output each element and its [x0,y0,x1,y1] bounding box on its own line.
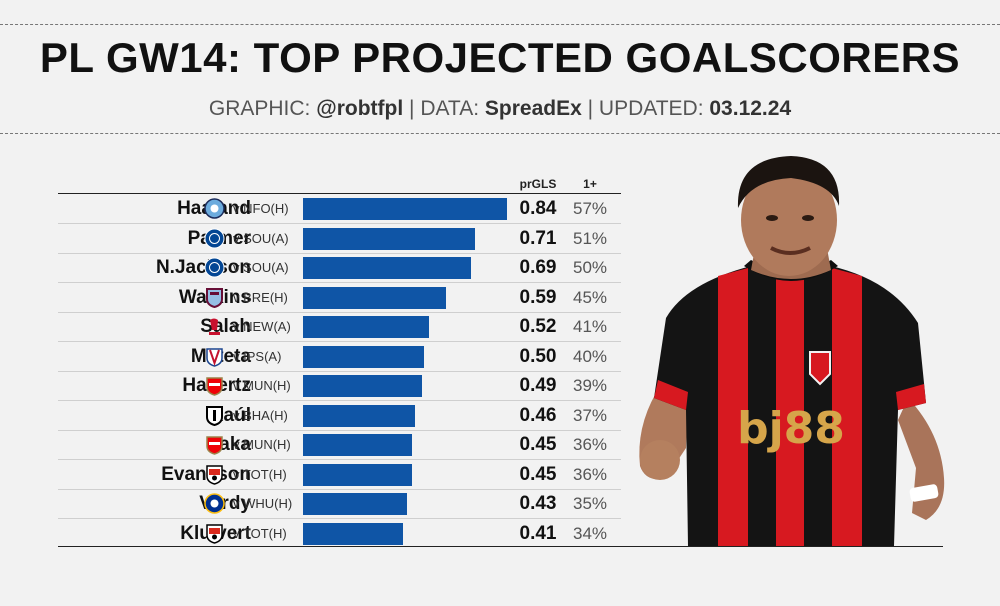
data-label: DATA: [420,97,480,120]
svg-text:bj88: bj88 [737,403,845,454]
one-plus-percent: 50% [572,258,608,277]
prgls-value: 0.45 [519,434,557,455]
graphic-credit: @robtfpl [316,97,404,120]
prgls-value: 0.71 [519,227,557,249]
player-name: N.Jackson [155,257,251,278]
prgls-value: 0.43 [519,493,557,514]
fixture-label: v MUN(H) [233,437,291,452]
table-top-rule [58,193,621,194]
fixture-label: v IPS(A) [233,348,282,364]
one-plus-percent: 36% [572,435,608,454]
one-plus-percent: 57% [572,199,608,218]
liverpool-badge-icon [209,318,220,335]
bar [303,286,447,309]
one-plus-percent: 40% [572,346,608,366]
header-divider [0,133,1000,134]
bar [303,463,413,486]
one-plus-percent: 35% [572,494,608,513]
column-header-one-plus: 1+ [583,177,597,191]
fixture-label: v BHA(H) [233,407,288,423]
table-bottom-rule [58,546,943,547]
fulham-badge-icon [206,405,223,426]
fixture-label: v NEW(A) [233,319,291,334]
fixture-label: v TOT(H) [233,466,287,482]
fixture-label: v TOT(H) [233,525,287,541]
bar [303,316,430,338]
subtitle: GRAPHIC: @robtfpl | DATA: SpreadEx | UPD… [208,97,792,120]
data-source: SpreadEx [484,97,582,120]
one-plus-percent: 34% [572,523,608,543]
table-row: Vardy v WHU(H) 0.43 35% [58,489,621,520]
one-plus-percent: 36% [572,464,608,484]
bar [303,404,415,427]
player-name: Evanilson [161,463,251,485]
leicester-badge-icon [204,493,225,514]
fixture-label: v BRE(H) [233,289,288,305]
fixture-label: v SOU(A) [233,230,289,246]
prgls-value: 0.46 [519,404,557,426]
one-plus-percent: 39% [572,376,608,395]
one-plus-percent: 45% [572,287,608,307]
bar [303,257,471,279]
column-header-prgls: prGLS [519,177,557,191]
table-row: Evanilson v TOT(H) 0.45 36% [58,460,621,490]
chelsea-badge-icon [204,228,225,248]
arsenal-badge-icon [206,377,223,396]
bar [303,345,425,368]
prgls-value: 0.59 [519,286,557,308]
aston-villa-badge-icon [206,287,223,308]
bar [303,198,507,220]
prgls-value: 0.45 [519,463,557,485]
arsenal-badge-icon [206,436,223,455]
prgls-value: 0.50 [519,345,557,367]
updated-date: 03.12.24 [709,97,792,120]
table-row: Salah v NEW(A) 0.52 41% [58,312,621,343]
updated-label: UPDATED: [598,97,704,120]
chelsea-badge-icon [204,257,225,278]
bar [303,227,476,250]
bournemouth-badge-icon [206,464,223,485]
bar [303,493,408,515]
bar [303,434,413,456]
bournemouth-badge-icon [206,523,223,544]
prgls-value: 0.52 [519,316,557,337]
prgls-value: 0.84 [519,198,557,219]
graphic-label: GRAPHIC: [208,97,311,120]
prgls-value: 0.49 [519,375,557,396]
one-plus-percent: 51% [572,228,608,248]
prgls-value: 0.69 [519,257,557,278]
bar [303,375,422,397]
top-divider [0,24,1000,25]
one-plus-percent: 41% [572,317,608,336]
one-plus-percent: 37% [572,405,608,425]
table-row: N.Jackson v SOU(A) 0.69 50% [58,253,621,284]
man-city-badge-icon [204,198,225,219]
crystal-palace-badge-icon [206,347,223,367]
bar [303,522,403,545]
fixture-label: v NFO(H) [233,201,289,216]
player-photo: bj88 [639,156,945,546]
fixture-label: v WHU(H) [233,496,293,511]
table-row: Raúl v BHA(H) 0.46 37% [58,401,621,431]
fixture-label: v MUN(H) [233,378,291,393]
fixture-label: v SOU(A) [233,260,289,275]
table-row: Saka v MUN(H) 0.45 36% [58,430,621,461]
prgls-value: 0.41 [519,522,557,544]
page-title: PL GW14: TOP PROJECTED GOALSCORERS [39,34,961,81]
